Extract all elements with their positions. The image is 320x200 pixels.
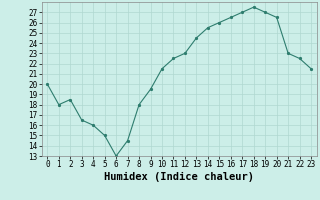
X-axis label: Humidex (Indice chaleur): Humidex (Indice chaleur) xyxy=(104,172,254,182)
